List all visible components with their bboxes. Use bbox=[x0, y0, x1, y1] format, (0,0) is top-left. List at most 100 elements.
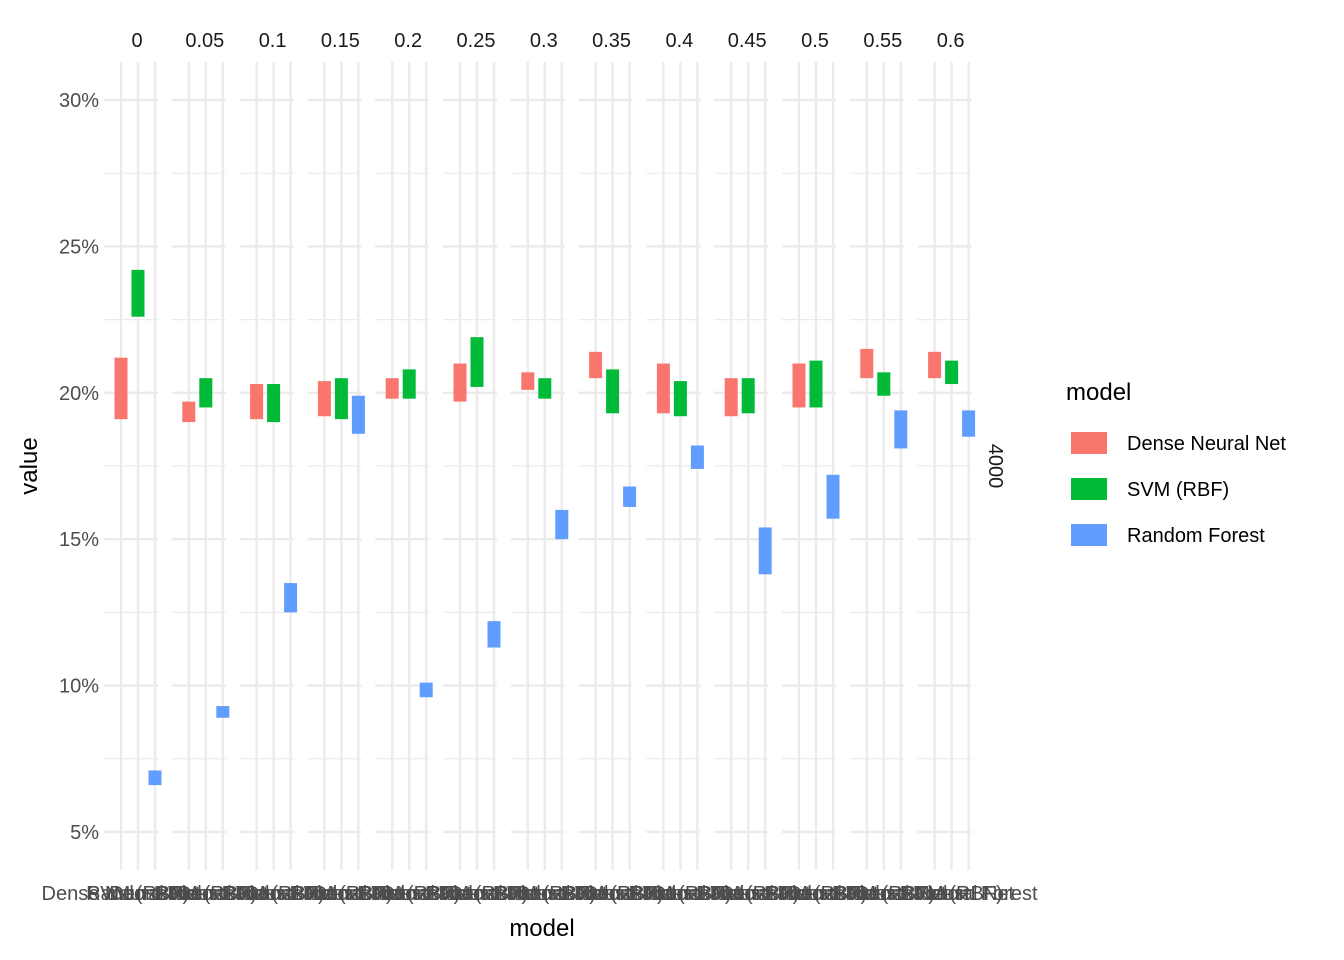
facet-panel bbox=[171, 62, 226, 870]
x-tick-label: SVM (RBF) bbox=[629, 883, 731, 905]
facet-row-label: 4000 bbox=[984, 444, 1006, 489]
range-bar bbox=[792, 363, 806, 408]
range-bar bbox=[826, 474, 840, 519]
y-tick-label: 20% bbox=[59, 383, 99, 405]
x-tick-label: Dense Neural Net bbox=[42, 883, 201, 905]
legend-label: SVM (RBF) bbox=[1127, 479, 1229, 501]
range-bar bbox=[521, 372, 535, 390]
facet-strip-label: 0.6 bbox=[937, 30, 965, 52]
facet-strip-label: 0.3 bbox=[530, 30, 558, 52]
legend-title: model bbox=[1066, 379, 1131, 406]
x-tick-label: Random Forest bbox=[357, 883, 495, 905]
x-tick-label: Random Forest bbox=[561, 883, 699, 905]
x-tick-label: SVM (RBF) bbox=[290, 883, 392, 905]
range-bar bbox=[860, 348, 874, 379]
range-bar bbox=[148, 770, 162, 786]
range-bar bbox=[267, 384, 281, 423]
facet-panel bbox=[510, 62, 565, 870]
range-bar bbox=[877, 372, 891, 396]
x-tick-label: SVM (RBF) bbox=[697, 883, 799, 905]
facet-panel bbox=[917, 62, 972, 870]
range-bar bbox=[623, 486, 637, 507]
facet-strip-label: 0.55 bbox=[863, 30, 902, 52]
range-bar bbox=[945, 360, 959, 385]
range-bar bbox=[928, 351, 942, 379]
range-bar bbox=[182, 401, 196, 423]
x-tick-label: SVM (RBF) bbox=[426, 883, 528, 905]
x-axis-title: model bbox=[509, 915, 574, 942]
range-bar bbox=[470, 337, 484, 387]
x-tick-label: SVM (RBF) bbox=[833, 883, 935, 905]
range-bar bbox=[216, 706, 230, 718]
range-bar bbox=[673, 381, 687, 417]
x-tick-label: Dense Neural Net bbox=[109, 883, 268, 905]
range-bar bbox=[690, 445, 704, 469]
facet-panel bbox=[782, 62, 836, 870]
range-bar bbox=[538, 378, 552, 399]
facet-panel bbox=[375, 62, 430, 870]
x-tick-label: Dense Neural Net bbox=[245, 883, 404, 905]
facet-panel bbox=[239, 62, 294, 870]
x-tick-label: SVM (RBF) bbox=[900, 883, 1002, 905]
x-tick-label: Random Forest bbox=[628, 883, 766, 905]
x-tick-label: Random Forest bbox=[154, 883, 292, 905]
facet-panel bbox=[443, 62, 497, 870]
range-bar bbox=[741, 378, 755, 414]
x-tick-label: SVM (RBF) bbox=[561, 883, 663, 905]
range-bar bbox=[453, 363, 467, 402]
legend-label: Dense Neural Net bbox=[1127, 433, 1286, 455]
x-tick-label: SVM (RBF) bbox=[358, 883, 460, 905]
range-bar bbox=[317, 381, 331, 417]
range-bar bbox=[402, 369, 416, 399]
facet-panel bbox=[307, 62, 362, 870]
x-tick-label: SVM (RBF) bbox=[222, 883, 324, 905]
facet-panel bbox=[714, 62, 769, 870]
x-tick-label: SVM (RBF) bbox=[87, 883, 189, 905]
range-bar bbox=[199, 378, 213, 408]
facet-strip-label: 0.25 bbox=[457, 30, 496, 52]
x-tick-label: Dense Neural Net bbox=[584, 883, 743, 905]
range-bar bbox=[487, 621, 501, 648]
facet-panel bbox=[104, 62, 158, 870]
y-tick-label: 15% bbox=[59, 529, 99, 551]
x-tick-label: Dense Neural Net bbox=[448, 883, 607, 905]
x-tick-label: Random Forest bbox=[764, 883, 902, 905]
facet-strip-label: 0.35 bbox=[592, 30, 631, 52]
range-bar bbox=[555, 509, 569, 540]
range-bar bbox=[606, 369, 620, 414]
x-tick-label: Dense Neural Net bbox=[652, 883, 811, 905]
x-tick-label: Random Forest bbox=[86, 883, 224, 905]
facet-strip-label: 0.05 bbox=[185, 30, 224, 52]
y-tick-label: 5% bbox=[70, 822, 99, 844]
y-tick-label: 10% bbox=[59, 676, 99, 698]
x-tick-label: Random Forest bbox=[222, 883, 360, 905]
x-tick-label: Dense Neural Net bbox=[855, 883, 1014, 905]
facet-strip-label: 0.45 bbox=[728, 30, 767, 52]
range-bar bbox=[385, 378, 399, 399]
facet-strip-label: 0.4 bbox=[665, 30, 693, 52]
x-tick-label: Random Forest bbox=[900, 883, 1038, 905]
x-tick-label: Dense Neural Net bbox=[787, 883, 946, 905]
facet-strip-label: 0.2 bbox=[394, 30, 422, 52]
range-bar bbox=[809, 360, 823, 408]
x-tick-label: SVM (RBF) bbox=[494, 883, 596, 905]
legend-label: Random Forest bbox=[1127, 525, 1265, 547]
facet-strip-label: 0.1 bbox=[259, 30, 287, 52]
range-bar bbox=[114, 357, 128, 420]
range-bar bbox=[250, 384, 264, 420]
legend-swatch bbox=[1071, 432, 1107, 454]
range-bar bbox=[962, 410, 976, 437]
y-axis-title: value bbox=[16, 437, 43, 494]
range-bar bbox=[656, 363, 670, 414]
x-tick-label: Random Forest bbox=[425, 883, 563, 905]
facet-strip-label: 0 bbox=[131, 30, 142, 52]
legend-swatch bbox=[1071, 524, 1107, 546]
x-tick-label: Dense Neural Net bbox=[720, 883, 879, 905]
x-tick-label: Random Forest bbox=[696, 883, 834, 905]
facet-strip-label: 0.5 bbox=[801, 30, 829, 52]
range-bar bbox=[894, 410, 908, 449]
x-tick-label: Dense Neural Net bbox=[313, 883, 472, 905]
facet-strip-label: 0.15 bbox=[321, 30, 360, 52]
range-bar bbox=[724, 378, 738, 417]
